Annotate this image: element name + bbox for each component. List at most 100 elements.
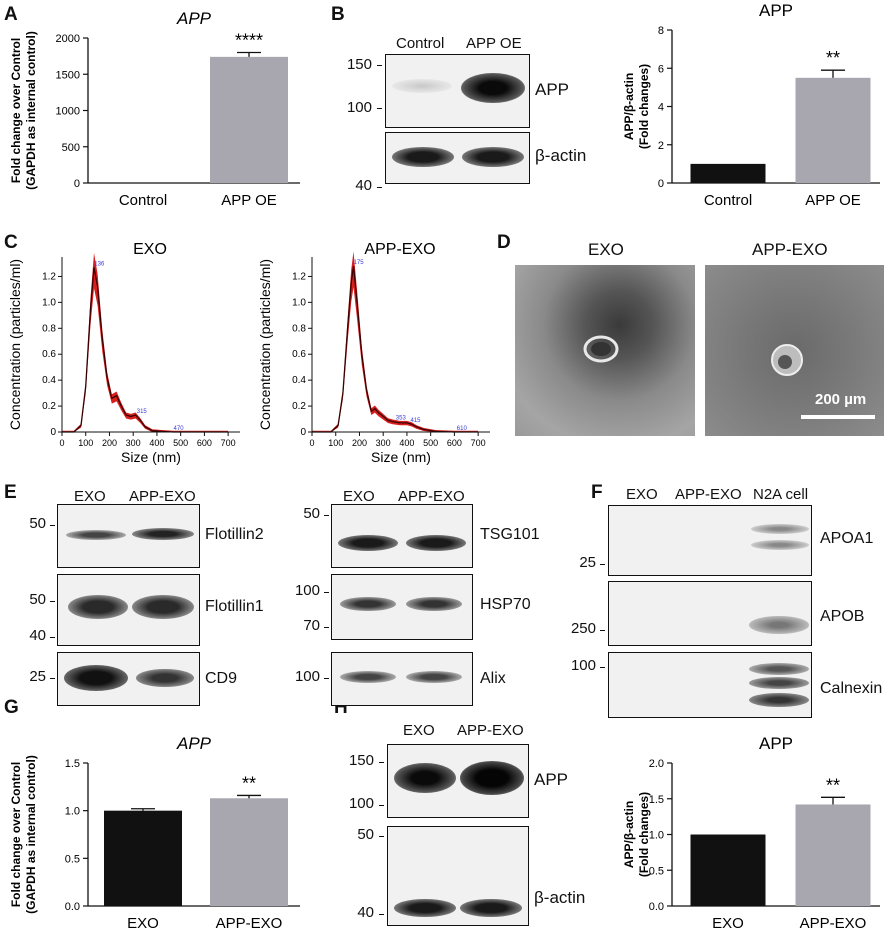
peak-label: 136 [94,261,105,267]
peak-label: 353 [396,416,407,422]
x-tick-label: 400 [399,438,414,448]
nta-plot-app-exo: APP-EXO 0 100 200 300 400 500 600 700 0 0.2 0.4 0.6 0… [257,241,490,465]
y-axis-label: APP/β-actin [622,801,636,868]
lane-label: EXO [343,488,375,505]
x-category-label: APP-EXO [216,915,283,932]
peak-label: 610 [457,426,468,432]
significance-marker: **** [235,31,263,51]
significance-marker: ** [242,773,256,793]
lane-label: APP-EXO [398,488,465,505]
chart-title: APP [176,734,212,753]
y-tick-label: 0 [658,178,664,190]
significance-marker: ** [826,48,840,68]
y-tick-label: 1.0 [65,806,80,818]
lane-label: N2A cell [753,486,809,503]
x-tick-label: 100 [328,438,343,448]
y-tick-label: 6 [658,63,664,75]
panel-label-g: G [4,697,19,718]
y-tick-label: 0 [74,178,80,190]
x-category-label: EXO [127,915,159,932]
y-tick-label: 1000 [56,106,80,118]
y-tick-label: 0.5 [649,865,664,877]
scale-bar-label: 200 µm [815,391,867,408]
bar-0 [690,834,766,906]
blot-membrane-apob [608,581,812,646]
em-title-exo: EXO [588,240,624,259]
y-axis-label: (GAPDH as internal control) [24,755,38,914]
y-tick-label: 1.5 [65,758,80,770]
y-tick-label: 1.0 [649,830,664,842]
panel-label-d: D [497,232,511,253]
mw-label: 40 [29,627,46,644]
blot-target: Flotillin2 [205,526,264,543]
blot-membrane-actin [385,132,530,184]
blot-membrane-hsp70 [331,574,473,640]
y-axis-label: (Fold changes) [637,792,651,877]
lane-label: EXO [626,486,658,503]
bar-1 [795,77,871,183]
x-tick-label: 700 [471,438,486,448]
nta-error-band [62,252,229,432]
x-category-label: APP OE [805,192,861,209]
blot-membrane-flotillin2 [57,504,200,568]
panel-label-b: B [331,4,345,25]
x-category-label: Control [119,192,167,209]
blot-target: APOB [820,608,865,625]
y-tick-label: 2.0 [649,758,664,770]
x-tick-label: 0 [59,438,64,448]
y-tick-label: 0.0 [649,901,664,913]
blot-membrane-flotillin1 [57,574,200,646]
y-tick-label: 1.2 [292,271,306,282]
y-axis-label: Concentration (particles/ml) [7,259,23,430]
peak-label: 470 [174,426,185,432]
y-tick-label: 2 [658,140,664,152]
mw-label: 25 [579,554,596,571]
x-tick-label: 200 [352,438,367,448]
y-axis-label: (Fold changes) [637,64,651,149]
lane-label: EXO [403,722,435,739]
mw-label: 250 [570,620,596,637]
bar-1 [210,798,288,906]
bar-1 [795,804,871,906]
lane-label-app-oe: APP OE [466,35,522,52]
peak-label: 415 [410,418,421,424]
x-category-label: APP-EXO [800,915,867,932]
nta-mean-line [312,266,479,433]
x-tick-label: 0 [309,438,314,448]
x-category-label: Control [704,192,752,209]
peak-label: 175 [354,260,365,266]
nta-mean-line [62,267,229,433]
mw-label: 25 [29,668,46,685]
chart-title: APP [759,1,793,20]
nta-title: APP-EXO [364,241,435,258]
mw-label: 100 [294,668,320,685]
chart-title: APP [176,9,212,28]
x-tick-label: 300 [126,438,141,448]
bar-chart-g: APP 0.0 0.5 1.0 1.5 Fold change over Control(… [9,734,300,932]
blot-target-actin: β-actin [535,146,587,165]
nta-error-band [312,251,479,432]
y-tick-label: 0 [300,427,306,438]
y-tick-label: 4 [658,102,664,114]
blot-target: TSG101 [480,526,540,543]
blot-target-app: APP [534,770,569,789]
y-tick-label: 0.2 [42,401,56,412]
peak-label: 315 [137,409,148,415]
mw-label: 40 [357,904,374,921]
blot-target: CD9 [205,670,238,687]
mw-label: 50 [29,515,46,532]
mw-label: 50 [29,591,46,608]
bar-chart-h: APP 0.0 0.5 1.0 1.5 2.0 APP/β-actin (Fold chang… [622,734,880,932]
y-tick-label: 0 [50,427,56,438]
bar-1 [210,56,288,183]
blot-target: Calnexin [820,680,883,697]
nta-title: EXO [133,241,167,258]
y-tick-label: 0.8 [42,323,56,334]
lane-label: APP-EXO [129,488,196,505]
blot-target-actin: β-actin [534,888,586,907]
y-axis-label: (GAPDH as internal control) [24,31,38,190]
y-tick-label: 0.2 [292,401,306,412]
x-tick-label: 600 [447,438,462,448]
x-tick-label: 600 [197,438,212,448]
lane-label-control: Control [396,35,445,52]
